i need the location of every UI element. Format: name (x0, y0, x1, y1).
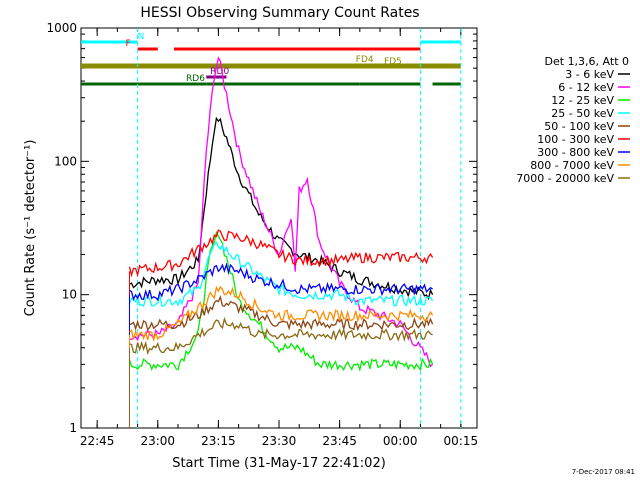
legend-label: 12 - 25 keV (551, 94, 614, 107)
flag-label: N (138, 32, 145, 42)
chart-title: HESSI Observing Summary Count Rates (140, 5, 419, 21)
series-line (128, 241, 434, 308)
legend-label: 7000 - 20000 keV (516, 172, 614, 185)
y-tick-label: 1000 (46, 21, 77, 35)
y-tick-label: 1 (69, 421, 77, 435)
plot-frame (80, 27, 478, 429)
series-lines (128, 56, 434, 428)
x-tick-label: 23:45 (322, 434, 357, 448)
x-tick-label: 22:45 (80, 434, 115, 448)
flag-label: F (125, 39, 130, 49)
legend-label: 300 - 800 keV (537, 146, 614, 159)
footer-date: 7-Dec-2017 08:41 (572, 468, 635, 476)
legend-label: 100 - 300 keV (537, 133, 614, 146)
x-tick-label: 23:15 (201, 434, 236, 448)
legend-label: 50 - 100 keV (544, 120, 614, 133)
series-line (129, 294, 434, 332)
x-tick-label: 23:00 (140, 434, 175, 448)
y-axis: 1 10 100 1000 (46, 21, 477, 435)
series-line (129, 262, 433, 302)
legend-label: 6 - 12 keV (558, 81, 614, 94)
series-line (129, 285, 434, 343)
legend-title: Det 1,3,6, Att 0 (545, 55, 629, 68)
flag-label: FD5 (384, 57, 402, 67)
series-line (129, 116, 434, 301)
x-tick-label: 23:30 (262, 434, 297, 448)
legend-label: 800 - 7000 keV (530, 159, 614, 172)
series-line (129, 56, 434, 368)
x-axis-label: Start Time (31-May-17 22:41:02) (172, 456, 386, 471)
flag-label: FD4 (356, 55, 374, 65)
x-tick-label: 00:00 (383, 434, 418, 448)
legend-label: 25 - 50 keV (551, 107, 614, 120)
series-line (128, 230, 434, 372)
flag-label: RD0 (210, 67, 229, 77)
series-line (129, 316, 433, 356)
y-tick-label: 100 (54, 154, 77, 168)
flag-bars: NF FD4 FD5 RD0 RD6 (81, 28, 462, 428)
y-axis-label: Count Rate (s⁻¹ detector⁻¹) (23, 140, 38, 317)
legend-label: 3 - 6 keV (565, 68, 614, 81)
series-line (128, 229, 434, 278)
y-tick-label: 10 (62, 288, 77, 302)
x-tick-label: 00:15 (444, 434, 479, 448)
flag-label: RD6 (186, 74, 205, 84)
